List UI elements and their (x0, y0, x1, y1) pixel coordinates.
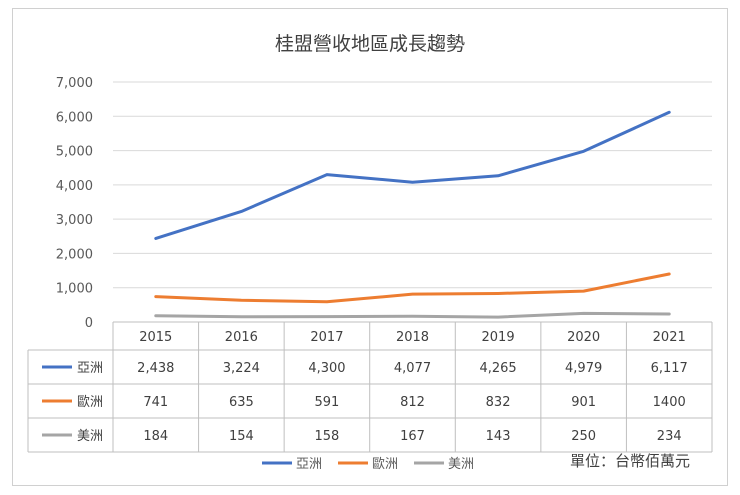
table-cell-value: 591 (315, 395, 340, 410)
table-cell-value: 1400 (653, 395, 686, 410)
table-cell-value: 3,224 (223, 361, 260, 376)
y-tick-label: 4,000 (56, 179, 93, 194)
table-cell-value: 167 (400, 429, 425, 444)
y-axis: 7,000 6,000 5,000 4,000 3,000 2,000 1,000 0 (56, 76, 93, 331)
table-cell-value: 154 (229, 429, 254, 444)
x-tick-label: 2020 (567, 330, 600, 345)
y-tick-label: 0 (85, 316, 93, 331)
series-lines (154, 110, 671, 319)
table-cell-value: 4,077 (394, 361, 431, 376)
legend-label: 美洲 (448, 457, 474, 472)
y-tick-label: 5,000 (56, 145, 93, 160)
series-line (154, 110, 671, 240)
table-cell-value: 6,117 (651, 361, 688, 376)
table-cell-value: 2,438 (137, 361, 174, 376)
table-cell-value: 832 (486, 395, 511, 410)
table-series-name: 美洲 (77, 429, 103, 444)
table-cell-value: 234 (657, 429, 682, 444)
legend-label: 亞洲 (296, 457, 322, 472)
gridlines (113, 81, 712, 289)
table-cell-value: 143 (486, 429, 511, 444)
table-cell-value: 4,265 (479, 361, 516, 376)
chart-frame (12, 8, 728, 486)
series-line (154, 272, 671, 304)
y-tick-label: 2,000 (56, 247, 93, 262)
x-tick-label: 2017 (310, 330, 343, 345)
x-tick-label: 2021 (653, 330, 686, 345)
table-cell-value: 4,979 (565, 361, 602, 376)
table-cell-value: 184 (143, 429, 168, 444)
x-tick-label: 2019 (482, 330, 515, 345)
legend: 亞洲 歐洲 美洲 (262, 457, 474, 472)
table-cell-value: 4,300 (308, 361, 345, 376)
y-tick-label: 3,000 (56, 213, 93, 228)
table-cell-value: 901 (571, 395, 596, 410)
table-series-name: 歐洲 (77, 395, 103, 410)
unit-note: 單位：台幣佰萬元 (570, 452, 690, 470)
table-cell-value: 741 (143, 395, 168, 410)
legend-label: 歐洲 (372, 457, 398, 472)
chart-title: 桂盟營收地區成長趨勢 (275, 33, 465, 55)
table-cell-value: 635 (229, 395, 254, 410)
x-tick-label: 2015 (139, 330, 172, 345)
table-cell-value: 158 (315, 429, 340, 444)
y-tick-label: 6,000 (56, 110, 93, 125)
y-tick-label: 7,000 (56, 76, 93, 91)
table-cell-value: 812 (400, 395, 425, 410)
x-tick-label: 2018 (396, 330, 429, 345)
table-cell-value: 250 (571, 429, 596, 444)
data-table: 2015 2016 2017 2018 2019 2020 2021 亞洲 2,438 3,224… (27, 321, 713, 453)
series-line (154, 311, 671, 319)
y-tick-label: 1,000 (56, 282, 93, 297)
table-series-name: 亞洲 (77, 361, 103, 376)
x-tick-label: 2016 (225, 330, 258, 345)
